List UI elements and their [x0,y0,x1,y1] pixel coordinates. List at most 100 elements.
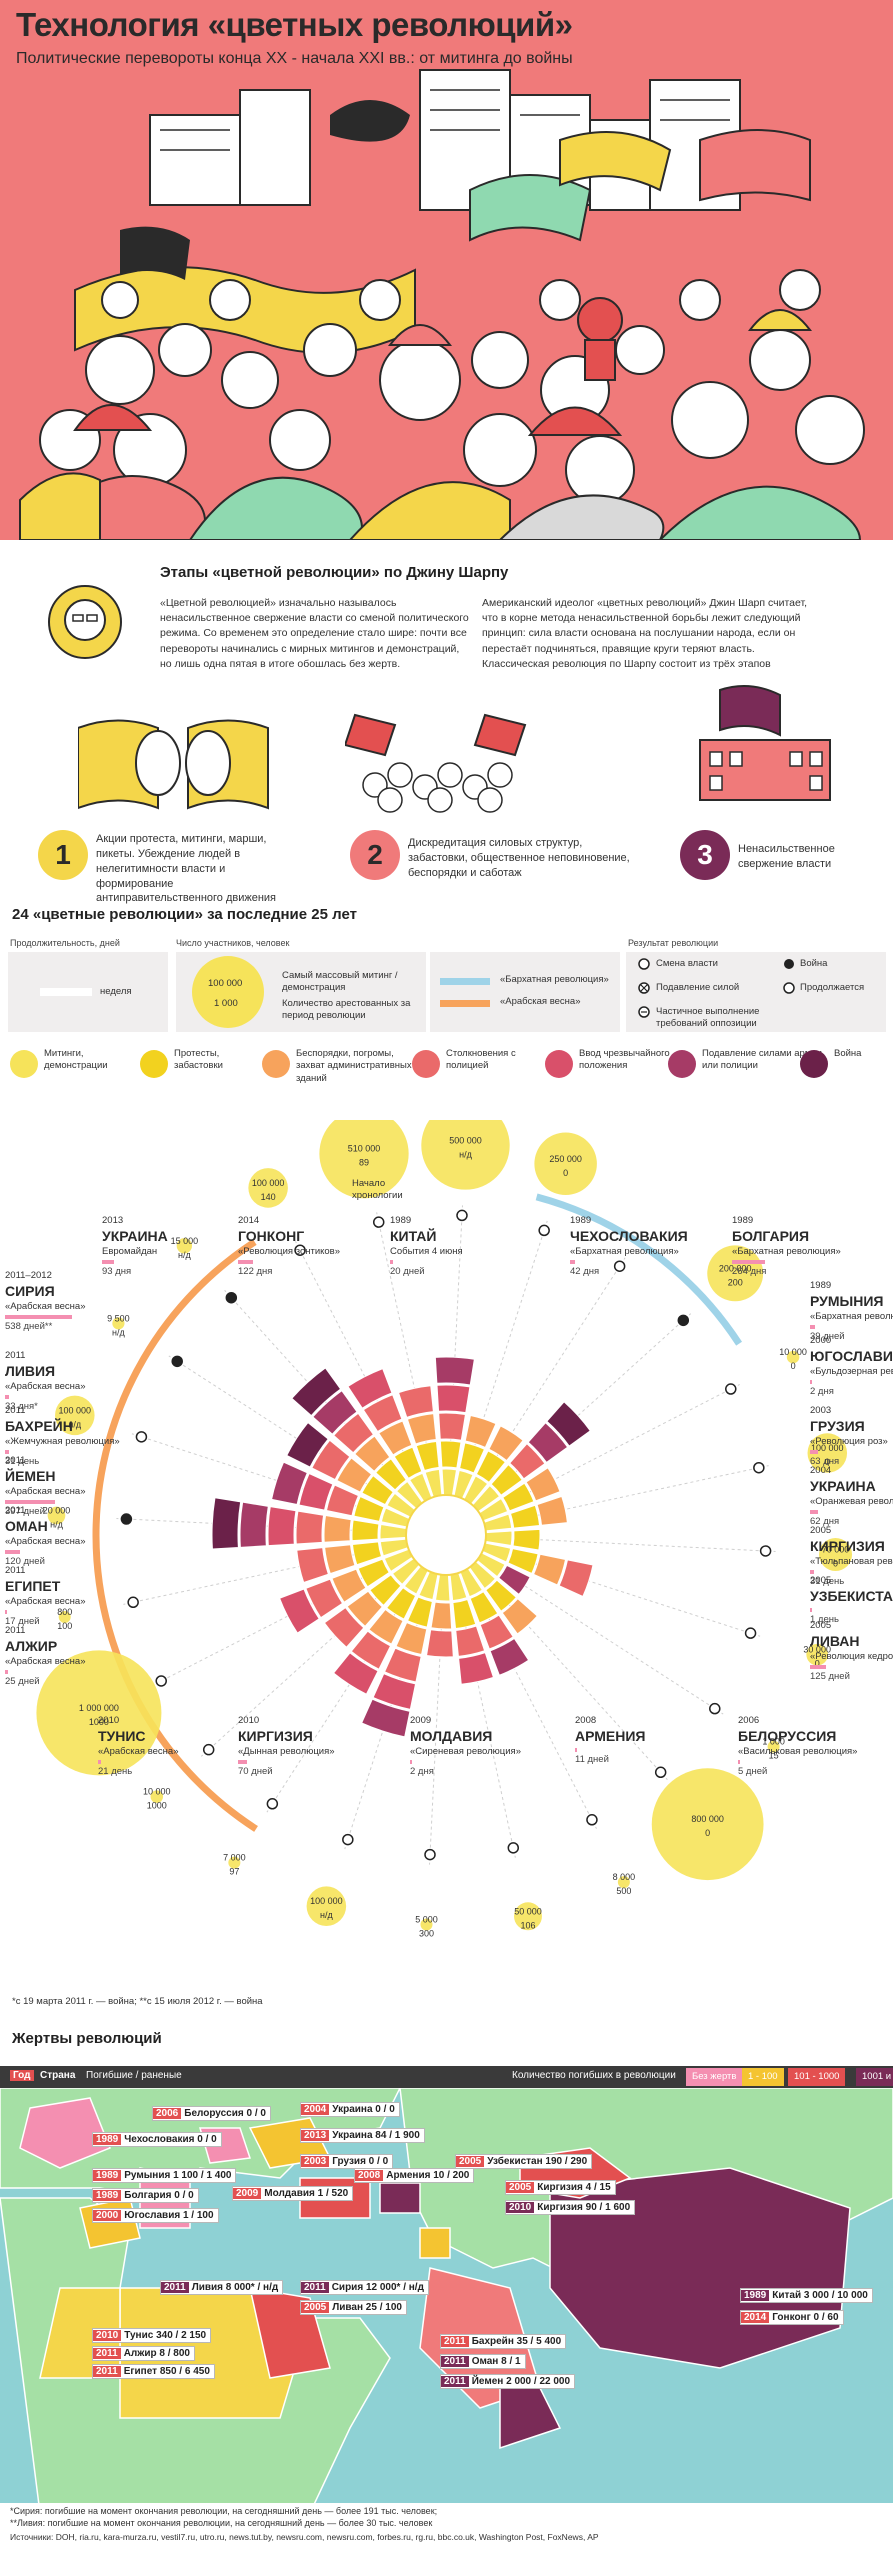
map-label-text: Узбекистан 190 / 290 [487,2156,588,2167]
participants-circle [47,1506,66,1525]
participants-value: 9 500 [107,1313,130,1323]
country-name: МОЛДАВИЯ [410,1728,493,1745]
legend-result-3: Продолжается [800,982,865,993]
result-marker [266,1798,279,1810]
map-label-text: Румыния 1 100 / 1 400 [124,2170,232,2181]
country-name: УКРАИНА [102,1228,168,1245]
result-marker [372,1216,385,1228]
map-label-text: Югославия 1 / 100 [124,2210,214,2221]
country-duration: 70 дней [238,1765,273,1777]
stage-3-label: Ненасильственное свержение власти [738,843,835,870]
result-marker [225,1291,238,1304]
partial-demands-icon [638,1006,650,1018]
gene-sharp-portrait-icon [48,585,122,659]
map-label-year: 2011 [441,2376,469,2387]
radial-guide [504,1572,724,1715]
country-name: АРМЕНИЯ [575,1728,646,1745]
map-label: 2011 Йемен 2 000 / 22 000 [440,2374,576,2389]
map-label-text: Белоруссия 0 / 0 [184,2108,266,2119]
country-name: УЗБЕКИСТАН [810,1588,893,1605]
country-event: «Арабская весна» [5,1595,86,1607]
legend-result-0: Смена власти [656,958,718,969]
country-event: «Бархатная революция» [810,1310,893,1322]
country-label: 2005 КИРГИЗИЯ«Тюльпановая революция» 31 де… [810,1525,893,1588]
legend-result-2: Подавление силой [656,982,740,993]
ring-segment [464,1414,497,1449]
ring-segment [295,1510,325,1545]
country-event: События 4 июня [390,1245,463,1257]
participants-value: 800 [57,1607,72,1617]
ring-segment [354,1435,391,1473]
map-label-text: Гонконг 0 / 60 [772,2312,839,2323]
duration-bar [810,1324,815,1329]
map-label: 2006 Белоруссия 0 / 0 [152,2106,271,2121]
arrested-value: 140 [261,1192,276,1202]
map-label-text: Молдавия 1 / 520 [264,2188,349,2199]
legend-result-1: Война [800,958,828,969]
result-marker [456,1209,468,1222]
ring-segment [211,1497,242,1550]
legend-duration-label: неделя [100,986,132,997]
ring-segment [536,1495,568,1526]
ring-segment [406,1596,433,1628]
country-duration: 122 дня [238,1265,273,1277]
scale-swatch-0: Без жертв [686,2068,743,2086]
country-year: 2005 [810,1575,832,1586]
country-year: 2004 [810,1465,832,1476]
legend-participants-bottom-label: Количество арестованных за период револю… [282,998,411,1022]
map-label-year: 2011 [93,2348,121,2359]
yellow-flag-icon [559,131,672,192]
country-duration: 62 дня [810,1515,840,1527]
radial-chart: 500 000 н/д 250 000 0 200 000 200 10 000 0 100 0… [0,1101,893,2000]
map-label-text: Ливия 8 000* / н/д [191,2282,279,2293]
participants-circle [767,1740,780,1753]
participants-circle [306,1886,347,1926]
country-year: 2009 [410,1715,432,1726]
ring-segment [361,1698,411,1738]
ring-segment [546,1401,592,1447]
participants-value: 7 000 [223,1853,246,1863]
ring-segment [296,1547,329,1584]
map-label: 2004 Украина 0 / 0 [300,2102,400,2117]
country-name: ЕГИПЕТ [5,1578,61,1595]
stage3-government-building-icon [699,685,831,801]
country-duration: 31 день [810,1575,845,1587]
country-event: «Бульдозерная революция» [810,1365,893,1377]
map-label-year: 1989 [93,2134,122,2145]
result-marker [171,1355,183,1368]
country-label: 2005 ЛИВАН«Революция кедров» 125 дней [810,1620,893,1683]
ring-segment [267,1506,297,1547]
ring-segment [385,1587,417,1620]
legend-result-head: Результат революции [628,938,719,948]
map-label-year: 2008 [355,2170,384,2181]
stage-1-number: 1 [38,830,88,880]
ring-segment [351,1541,383,1566]
ring-segment [508,1443,546,1480]
country-name: КИРГИЗИЯ [238,1728,313,1745]
participants-value: 1 000 [762,1737,785,1747]
duration-bar [238,1259,254,1264]
ring-segment [436,1384,471,1414]
map-label: 1989 Чехословакия 0 / 0 [92,2132,222,2147]
participants-circle [707,1245,764,1302]
scale-label: Количество погибших в революции [512,2070,676,2081]
country-duration: 31 день [5,1455,40,1467]
ring-segment [278,1588,320,1634]
result-marker [507,1842,520,1854]
ring-segment [415,1440,440,1472]
map-label: 2009 Молдавия 1 / 520 [232,2186,354,2201]
participants-value: 800 000 [691,1814,724,1824]
participants-value: 50 000 [514,1906,542,1916]
ring-segment [298,1472,334,1511]
ring-segment [434,1356,475,1386]
ring-segment [393,1446,423,1479]
country-label: 2006 БЕЛОРУССИЯ «Васильковая революция» 5 д… [738,1715,857,1778]
map-header: Год Страна Погибшие / раненые Количество… [0,2066,893,2088]
type-0-label: Митинги, демонстрации [44,1048,108,1072]
country-event: «Жемчужная революция» [5,1435,120,1447]
country-event: «Арабская весна» [5,1380,86,1392]
participants-value: 10 000 [143,1787,171,1797]
type-6-label: Война [834,1048,862,1059]
participants-sample-circle [192,956,264,1028]
sources: Источники: DOH, ria.ru, kara-murza.ru, v… [10,2532,599,2542]
